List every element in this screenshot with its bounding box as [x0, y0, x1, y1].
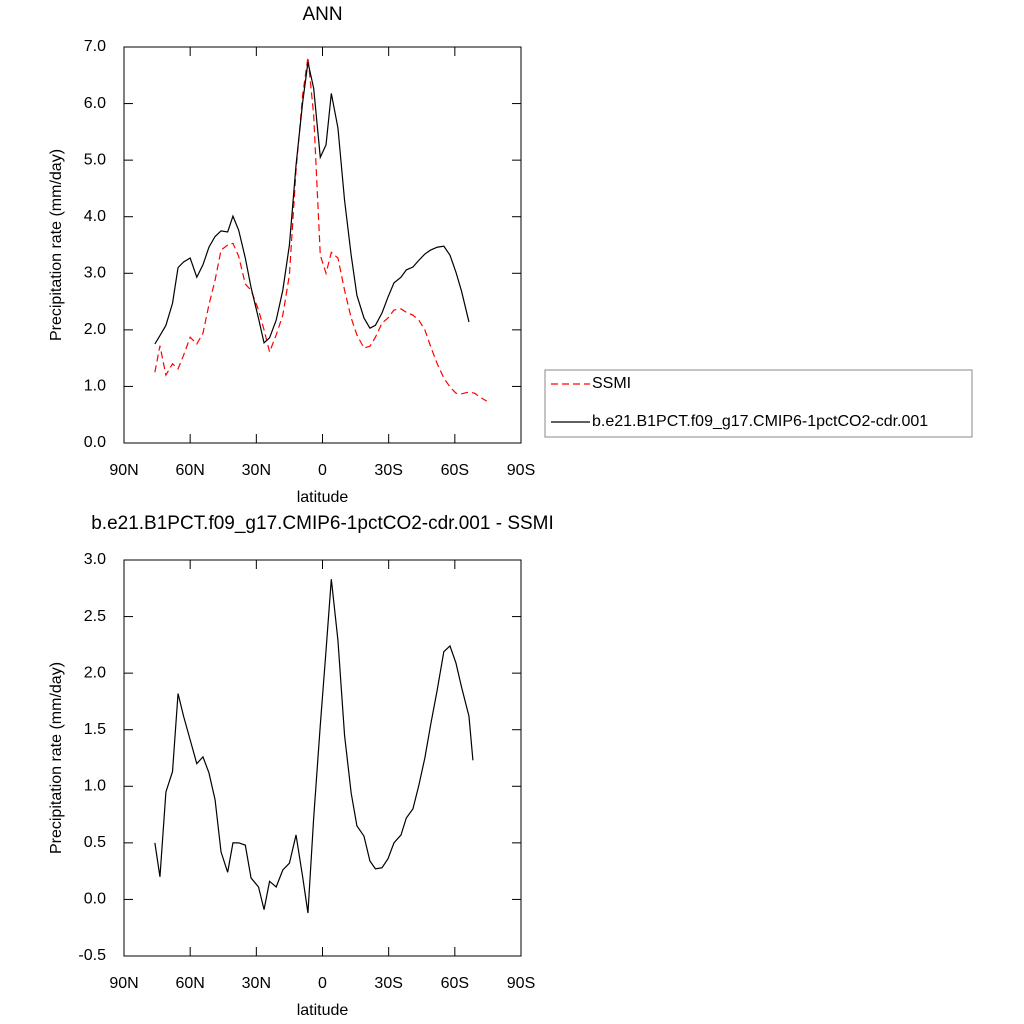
y-tick-label: 6.0 — [84, 95, 106, 112]
y-tick-label: 1.0 — [84, 378, 106, 395]
data-line — [154, 579, 474, 914]
legend-label: b.e21.B1PCT.f09_g17.CMIP6-1pctCO2-cdr.00… — [592, 413, 928, 430]
chart-title: b.e21.B1PCT.f09_g17.CMIP6-1pctCO2-cdr.00… — [91, 513, 554, 534]
data-line — [154, 57, 488, 402]
y-tick-label: 0.0 — [84, 434, 106, 451]
y-tick-label: 0.5 — [84, 834, 106, 851]
y-tick-label: 1.0 — [84, 778, 106, 795]
legend-label: SSMI — [592, 375, 631, 392]
x-tick-label: 30N — [242, 975, 271, 992]
x-axis-label: latitude — [297, 1002, 349, 1019]
x-tick-label: 30N — [242, 462, 271, 479]
y-tick-label: 3.0 — [84, 265, 106, 282]
x-axis-label: latitude — [297, 489, 349, 506]
y-tick-label: 3.0 — [84, 551, 106, 568]
y-tick-label: 2.5 — [84, 608, 106, 625]
x-tick-label: 60S — [441, 462, 469, 479]
x-tick-label: 0 — [318, 462, 327, 479]
x-tick-label: 90S — [507, 975, 535, 992]
chart-title: ANN — [302, 4, 342, 25]
x-tick-label: 30S — [374, 975, 402, 992]
y-tick-label: 2.0 — [84, 321, 106, 338]
y-tick-label: 4.0 — [84, 208, 106, 225]
y-axis-label: Precipitation rate (mm/day) — [48, 149, 65, 341]
x-tick-label: 90S — [507, 462, 535, 479]
y-tick-label: 0.0 — [84, 891, 106, 908]
plot-frame — [123, 46, 522, 444]
data-line — [154, 62, 470, 345]
y-tick-label: 7.0 — [84, 38, 106, 55]
legend-box — [544, 369, 973, 438]
y-axis-label: Precipitation rate (mm/day) — [48, 662, 65, 854]
x-tick-label: 60N — [175, 462, 204, 479]
y-tick-label: 5.0 — [84, 151, 106, 168]
x-tick-label: 90N — [109, 462, 138, 479]
x-tick-label: 90N — [109, 975, 138, 992]
x-tick-label: 60S — [441, 975, 469, 992]
y-tick-label: 2.0 — [84, 664, 106, 681]
x-tick-label: 30S — [374, 462, 402, 479]
plot-frame — [123, 559, 522, 957]
y-tick-label: -0.5 — [78, 947, 106, 964]
x-tick-label: 60N — [175, 975, 204, 992]
x-tick-label: 0 — [318, 975, 327, 992]
y-tick-label: 1.5 — [84, 721, 106, 738]
